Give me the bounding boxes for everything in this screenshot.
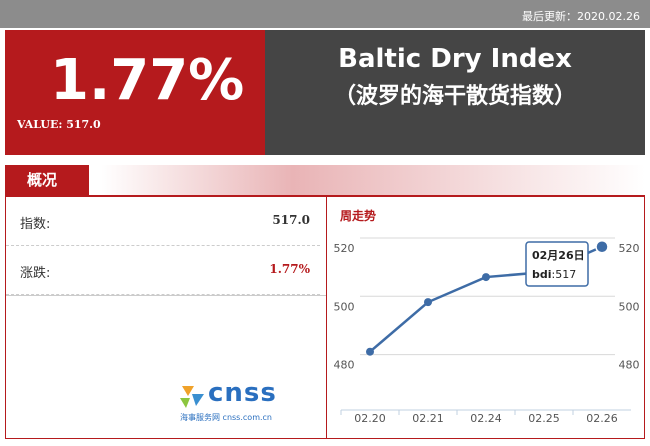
point bbox=[366, 347, 374, 356]
point bbox=[482, 273, 490, 282]
title-box: Baltic Dry Index （波罗的海干散货指数） bbox=[265, 30, 645, 155]
logo-icon bbox=[180, 386, 204, 408]
title: Baltic Dry Index bbox=[338, 44, 572, 74]
row-value: 517.0 bbox=[272, 213, 310, 227]
logo-caption-text: 海事服务网 bbox=[180, 413, 220, 422]
y-tick-label: 500 bbox=[619, 300, 640, 313]
subtitle: （波罗的海干散货指数） bbox=[333, 84, 576, 109]
logo: cnss 海事服务网 cnss.com.cn bbox=[178, 378, 298, 428]
value-label: VALUE: 517.0 bbox=[17, 118, 101, 131]
table-row: 涨跌: 1.77% bbox=[6, 246, 320, 295]
y-tick-label: 500 bbox=[334, 300, 355, 313]
change-box: 1.77% VALUE: 517.0 bbox=[5, 30, 265, 155]
section-bar bbox=[5, 165, 645, 197]
update-date: 最后更新：2020.02.26 bbox=[522, 10, 640, 23]
tooltip-line: bdi:517 bbox=[532, 268, 576, 281]
y-tick-label: 520 bbox=[334, 242, 355, 255]
y-tick-label: 480 bbox=[619, 359, 640, 372]
point bbox=[424, 298, 432, 307]
table-row: 指数: 517.0 bbox=[6, 197, 320, 246]
panel bbox=[5, 197, 645, 439]
point bbox=[595, 239, 609, 254]
change: 1.77% bbox=[50, 48, 245, 113]
y-tick-label: 520 bbox=[619, 242, 640, 255]
logo-url: cnss.com.cn bbox=[222, 413, 272, 422]
y-tick-label: 480 bbox=[334, 359, 355, 372]
x-tick-label: 02.24 bbox=[470, 412, 502, 425]
logo-name: cnss bbox=[208, 378, 277, 408]
x-tick-label: 02.20 bbox=[354, 412, 386, 425]
section-title: 概况 bbox=[5, 165, 89, 195]
x-tick-label: 02.26 bbox=[586, 412, 618, 425]
tooltip-title: 02月26日 bbox=[532, 249, 585, 262]
tooltip-box bbox=[525, 241, 589, 287]
tooltip-value: :517 bbox=[552, 268, 577, 281]
divider bbox=[6, 295, 326, 296]
divider bbox=[326, 197, 327, 439]
row-value: 1.77% bbox=[269, 262, 310, 276]
row-key: 指数: bbox=[20, 217, 51, 232]
x-tick-label: 02.21 bbox=[412, 412, 444, 425]
x-tick-label: 02.25 bbox=[528, 412, 560, 425]
tooltip-label: bdi bbox=[532, 268, 552, 281]
top-bar: 最后更新：2020.02.26 bbox=[0, 0, 650, 28]
tooltip: 02月26日 bdi:517 bbox=[525, 241, 589, 287]
row-key: 涨跌: bbox=[20, 266, 51, 281]
logo-caption: 海事服务网 cnss.com.cn bbox=[180, 412, 272, 423]
chart-title: 周走势 bbox=[340, 208, 376, 223]
